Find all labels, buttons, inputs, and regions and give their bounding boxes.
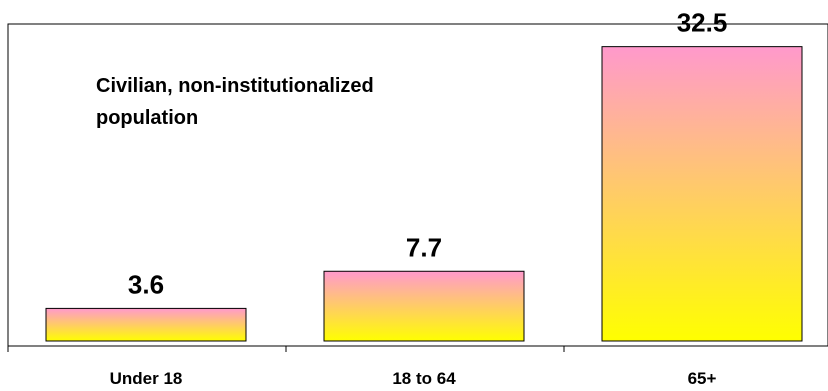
bar-under-18 [45, 307, 247, 342]
x-axis-ticks [7, 346, 565, 352]
bar-18-to-64 [323, 270, 525, 342]
category-label: Under 18 [110, 369, 183, 388]
annotation-line-1: Civilian, non-institutionalized [96, 75, 374, 97]
bars-group [45, 46, 803, 342]
annotation-line-2: population [96, 107, 198, 129]
value-label: 3.6 [128, 269, 164, 299]
category-label: 65+ [688, 369, 717, 388]
category-label: 18 to 64 [392, 369, 456, 388]
value-label: 32.5 [677, 8, 728, 38]
bar-65 [601, 46, 803, 342]
x-axis-category-labels: Under 18 18 to 64 65+ [110, 369, 717, 388]
value-label: 7.7 [406, 232, 442, 262]
value-labels-group: 3.6 7.7 32.5 [128, 8, 727, 300]
